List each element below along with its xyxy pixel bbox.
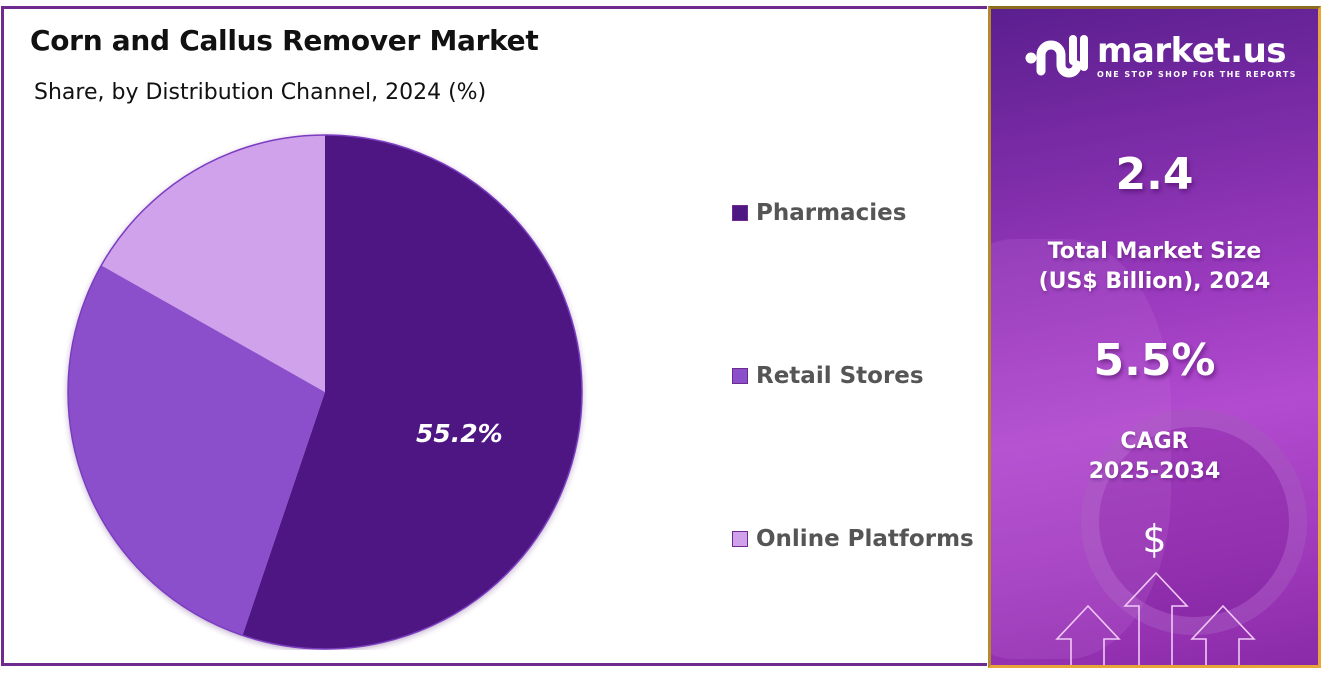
cagr-period: 2025-2034 — [1088, 459, 1221, 484]
pie-slice-online-platforms[interactable] — [101, 135, 325, 392]
cagr-label: CAGR — [1120, 429, 1189, 454]
legend-label: Pharmacies — [756, 200, 907, 226]
pie-slice-pharmacies[interactable] — [242, 135, 582, 649]
brand-tagline: ONE STOP SHOP FOR THE REPORTS — [1097, 69, 1297, 79]
pie-label-pharmacies: 55.2% — [416, 419, 503, 448]
cagr-value: 5.5% — [1093, 335, 1216, 386]
legend-swatch-pharmacies — [732, 205, 748, 221]
chart-title: Corn and Callus Remover Market — [30, 24, 539, 57]
summary-panel: market.us ONE STOP SHOP FOR THE REPORTS … — [988, 6, 1321, 668]
market-us-logo-icon — [1025, 35, 1088, 78]
market-size-value: 2.4 — [1115, 149, 1194, 200]
market-size-label-line1: Total Market Size — [1047, 239, 1262, 264]
legend-swatch-online-platforms — [732, 531, 748, 547]
pie-outline — [67, 134, 583, 650]
legend-item-online-platforms[interactable]: Online Platforms — [732, 526, 974, 552]
legend-label: Retail Stores — [756, 363, 924, 389]
pie-slice-retail-stores[interactable] — [68, 265, 326, 636]
growth-arrows-icon — [1055, 571, 1256, 665]
market-size-label-line2: (US$ Billion), 2024 — [1038, 269, 1271, 294]
legend-swatch-retail-stores — [732, 368, 748, 384]
pie-svg — [67, 134, 583, 650]
brand-logo[interactable]: market.us ONE STOP SHOP FOR THE REPORTS — [1023, 31, 1297, 81]
pie-chart — [60, 130, 590, 650]
brand-name: market.us — [1097, 30, 1287, 71]
dollar-icon: $ — [1142, 517, 1167, 561]
chart-subtitle: Share, by Distribution Channel, 2024 (%) — [34, 80, 487, 105]
legend-item-pharmacies[interactable]: Pharmacies — [732, 200, 906, 226]
legend-label: Online Platforms — [756, 526, 974, 552]
legend-item-retail-stores[interactable]: Retail Stores — [732, 363, 924, 389]
